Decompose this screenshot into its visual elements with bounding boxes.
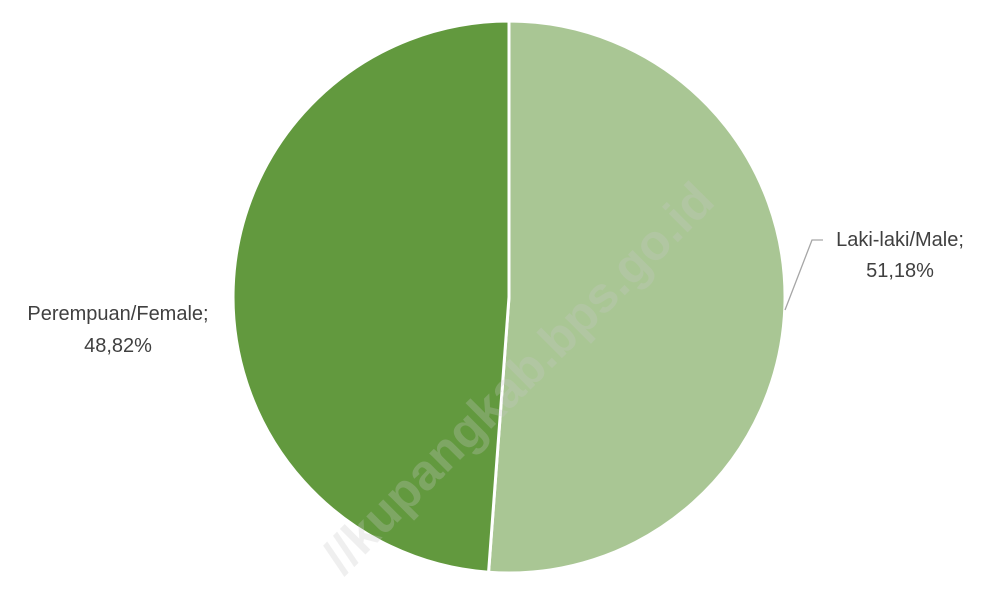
male-slice-value: 51,18%: [866, 260, 934, 282]
female-slice: [231, 19, 511, 574]
male-slice: [487, 19, 787, 575]
male-leader-line: [784, 239, 823, 311]
male-slice-label: Laki-laki/Male;: [836, 229, 964, 251]
female-slice-value: 48,82%: [84, 335, 152, 357]
female-slice-label: Perempuan/Female;: [27, 303, 208, 325]
